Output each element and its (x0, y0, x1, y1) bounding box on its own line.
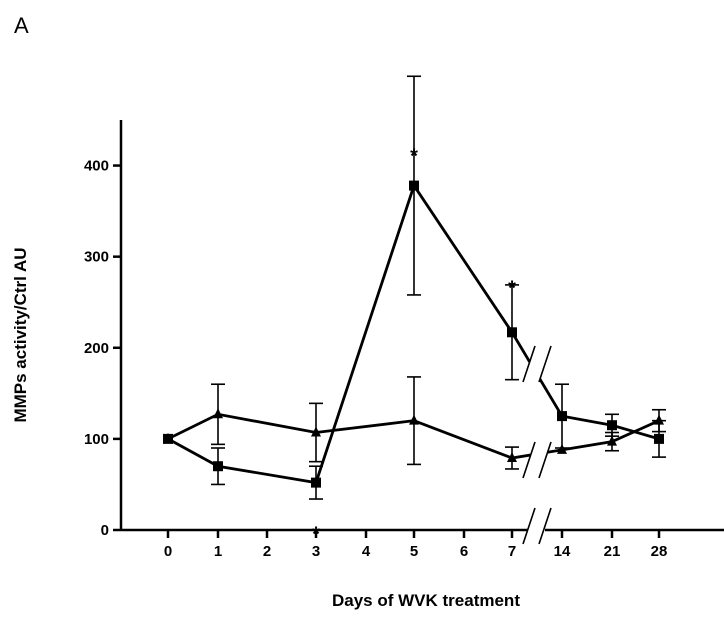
data-point-square (654, 433, 664, 444)
data-point-triangle (213, 408, 223, 419)
x-tick-label: 1 (214, 543, 222, 560)
y-tick-label: 100 (84, 431, 109, 448)
x-tick-label: 5 (410, 543, 418, 560)
data-point-triangle (163, 432, 173, 443)
x-tick-label: 6 (460, 543, 468, 560)
data-point-square (311, 477, 321, 488)
data-point-triangle (311, 426, 321, 437)
data-point-square (409, 180, 419, 191)
data-point-triangle (654, 414, 664, 425)
y-tick-label: 0 (101, 522, 109, 539)
y-tick-label: 200 (84, 340, 109, 357)
data-point-triangle (557, 443, 567, 454)
break-upper-slash (522, 345, 536, 383)
x-axis-label: Days of WVK treatment (332, 591, 520, 610)
y-tick-label: 300 (84, 249, 109, 266)
data-point-square (607, 420, 617, 431)
x-tick-label: 4 (362, 543, 371, 560)
break-lower-gap (523, 442, 551, 478)
break-lower-slash (522, 441, 536, 479)
data-point-triangle (607, 435, 617, 446)
significance-asterisk: * (410, 146, 418, 168)
data-point-square (213, 461, 223, 472)
significance-asterisk: * (508, 278, 516, 300)
panel-label: A (14, 13, 29, 38)
break-lower-slash (538, 441, 552, 479)
x-tick-label: 2 (263, 543, 271, 560)
x-tick-label: 14 (554, 543, 571, 560)
x-tick-label: 0 (164, 543, 172, 560)
significance-asterisk: * (312, 524, 320, 546)
x-tick-label: 21 (604, 543, 621, 560)
data-point-triangle (507, 452, 517, 463)
series-group (167, 75, 666, 500)
series-line-triangle (167, 412, 660, 460)
break-axis-gap (523, 508, 551, 544)
break-upper-slash (538, 345, 552, 383)
series-line-square (167, 182, 660, 485)
data-point-triangle (409, 414, 419, 425)
break-upper-gap (523, 346, 551, 382)
axis-breaks (522, 345, 552, 545)
y-tick-label: 400 (84, 158, 109, 175)
data-point-square (507, 327, 517, 338)
y-axis-label: MMPs activity/Ctrl AU (11, 247, 30, 422)
x-tick-label: 3 (312, 543, 320, 560)
data-point-square (557, 411, 567, 422)
break-axis-slash (538, 507, 552, 545)
x-tick-label: 7 (508, 543, 516, 560)
axes: 0 100 200 300 400 0 1 2 3 4 5 6 7 14 21 28 (84, 120, 724, 560)
markers-group (163, 180, 664, 488)
x-tick-label: 28 (651, 543, 668, 560)
annotations: * * * (312, 146, 516, 546)
break-axis-slash (522, 507, 536, 545)
